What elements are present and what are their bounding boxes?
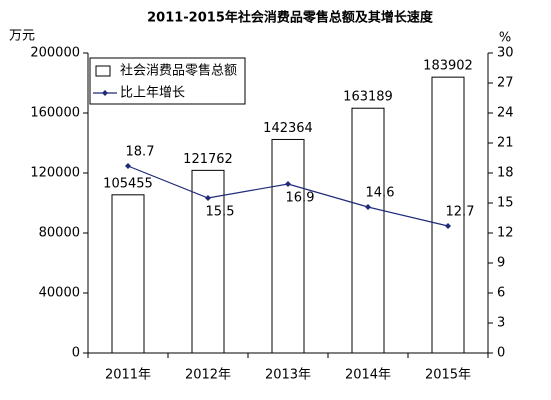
y-tick-label: 160000 (30, 106, 80, 121)
bar-value-label: 163189 (343, 90, 393, 105)
bar-value-label: 121762 (183, 152, 233, 167)
line-value-label: 14.6 (366, 186, 395, 201)
chart-title: 2011-2015年社会消费品零售总额及其增长速度 (147, 10, 434, 26)
y2-tick-label: 3 (497, 316, 505, 331)
line-marker (445, 223, 451, 229)
y2-tick-label: 18 (497, 166, 514, 181)
bar-value-label: 105455 (103, 176, 153, 191)
y2-tick-label: 15 (497, 196, 514, 211)
x-tick-label: 2015年 (425, 368, 471, 383)
x-tick-label: 2014年 (345, 368, 391, 383)
y2-tick-label: 0 (497, 346, 505, 361)
line-value-label: 16.9 (286, 191, 315, 206)
legend-box (89, 57, 246, 105)
y-tick-label: 80000 (39, 226, 80, 241)
legend-label: 社会消费品零售总额 (120, 63, 237, 79)
line-value-label: 15.5 (206, 205, 235, 220)
bar (431, 76, 465, 354)
y-axis-label: 万元 (9, 29, 35, 44)
bar (111, 194, 145, 354)
y2-tick-label: 6 (497, 286, 505, 301)
bar-value-label: 142364 (263, 121, 313, 136)
y2-axis-label: % (499, 31, 511, 46)
bar-value-label: 183902 (423, 59, 473, 74)
legend-swatch (95, 65, 111, 77)
bar (271, 138, 305, 354)
y2-tick-label: 24 (497, 106, 514, 121)
y-tick-label: 0 (72, 346, 80, 361)
bar (351, 107, 385, 354)
legend-label: 比上年增长 (120, 86, 185, 101)
y-tick-label: 120000 (30, 166, 80, 181)
y2-tick-label: 30 (497, 46, 514, 61)
line-marker (125, 163, 131, 169)
x-tick-label: 2013年 (265, 368, 311, 383)
x-tick-label: 2012年 (185, 368, 231, 383)
x-tick-label: 2011年 (105, 368, 151, 383)
line-value-label: 12.7 (446, 205, 475, 220)
legend-marker (102, 90, 108, 96)
y-tick-label: 40000 (39, 286, 80, 301)
line-marker (205, 195, 211, 201)
y2-tick-label: 9 (497, 256, 505, 271)
y2-tick-label: 12 (497, 226, 514, 241)
line-value-label: 18.7 (126, 145, 155, 160)
y-tick-label: 200000 (30, 46, 80, 61)
y2-tick-label: 21 (497, 136, 514, 151)
line-marker (285, 181, 291, 187)
line-marker (365, 204, 371, 210)
y2-tick-label: 27 (497, 76, 514, 91)
